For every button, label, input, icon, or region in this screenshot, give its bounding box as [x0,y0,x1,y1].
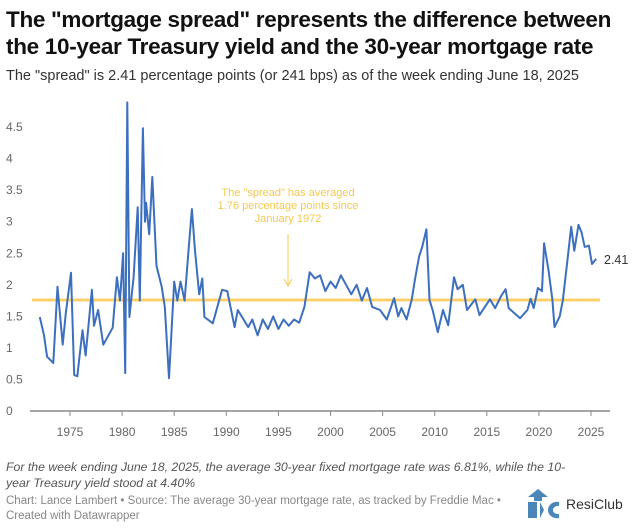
x-tick-label: 2010 [421,425,448,439]
spread-line [38,101,597,380]
y-tick-label: 0 [6,404,13,418]
x-tick-label: 1975 [57,425,84,439]
y-tick-label: 4 [6,152,13,166]
x-tick-label: 2000 [317,425,344,439]
chart-note: For the week ending June 18, 2025, the a… [6,460,566,490]
y-tick-label: 3 [6,215,13,229]
annotation-text: The "spread" has averaged [221,187,354,199]
annotation-arrowhead [283,278,293,288]
x-tick-label: 1980 [109,425,136,439]
logo-text: ResiClub [566,496,623,512]
line-chart: 0 0.5 1 1.5 2 2.5 3 3.5 4 4.5 1975 1980 1985 1990 1995… [6,101,628,439]
y-tick-label: 1 [6,341,13,355]
y-tick-label: 1.5 [6,309,23,323]
y-tick-label: 4.5 [6,120,23,134]
resiclub-logo: ResiClub [528,489,623,519]
y-tick-label: 2.5 [6,246,23,260]
x-tick-label: 1985 [161,425,188,439]
x-tick-label: 2020 [526,425,553,439]
y-tick-label: 0.5 [6,372,23,386]
y-tick-label: 3.5 [6,183,23,197]
annotation-text: January 1972 [255,213,322,225]
end-value-label: 2.41 [604,253,628,267]
chart-subtitle: The "spread" is 2.41 percentage points (… [6,68,579,84]
x-tick-label: 1990 [213,425,240,439]
chart-credit: Chart: Lance Lambert • Source: The avera… [6,495,501,522]
annotation-text: 1.76 percentage points since [218,200,359,212]
resiclub-logo-icon [528,489,559,519]
y-tick-label: 2 [6,278,13,292]
x-tick-label: 1995 [265,425,292,439]
x-tick-label: 2025 [578,425,605,439]
chart-title: The "mortgage spread" represents the dif… [6,7,612,59]
x-tick-label: 2015 [473,425,500,439]
x-tick-label: 2005 [369,425,396,439]
